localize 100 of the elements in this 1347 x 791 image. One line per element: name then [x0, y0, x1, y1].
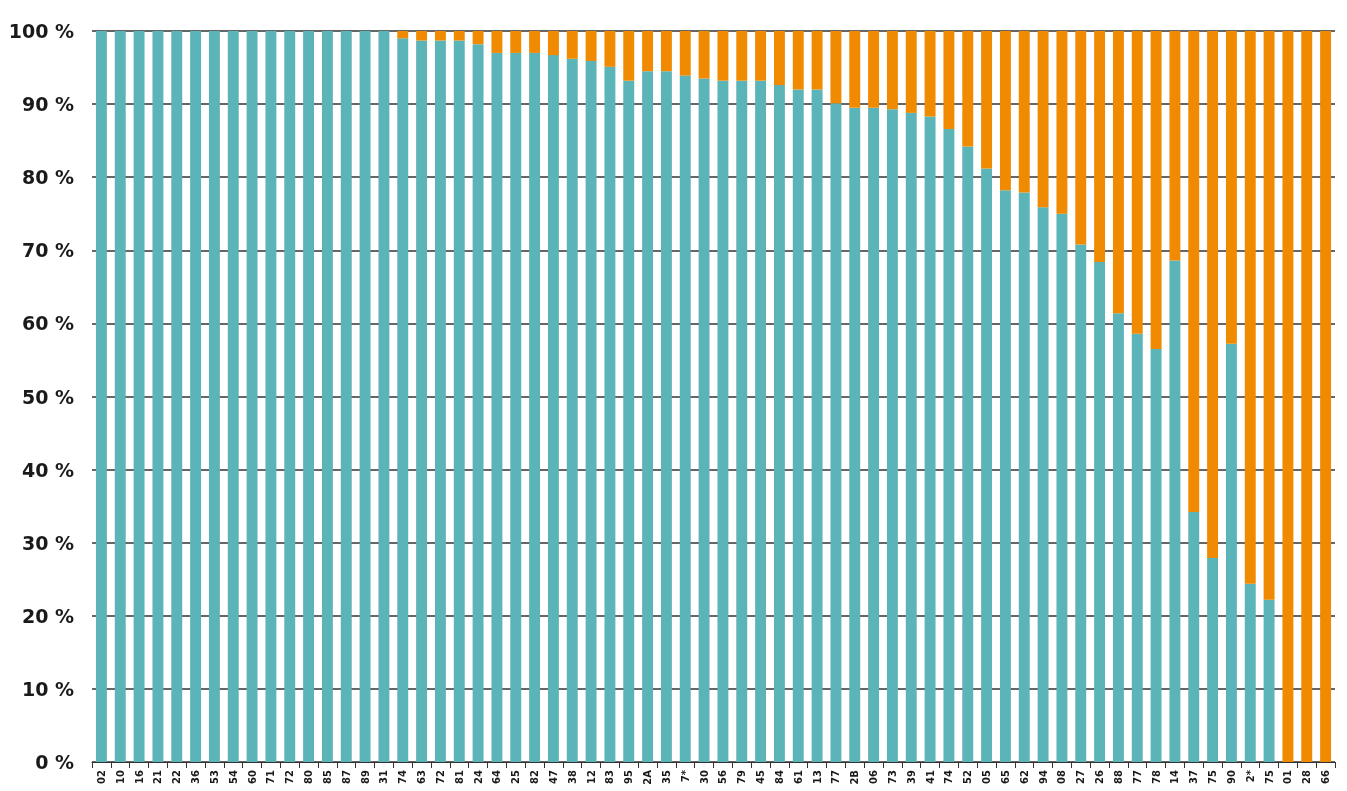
bar — [1131, 333, 1143, 762]
bar — [340, 31, 352, 762]
bar — [1244, 31, 1256, 584]
x-tick-label: 85 — [321, 769, 333, 784]
bar — [510, 52, 522, 762]
bar — [1244, 583, 1256, 762]
bar — [679, 31, 691, 76]
bar — [566, 31, 578, 59]
x-tick-label: 87 — [340, 769, 352, 784]
bar — [227, 31, 239, 762]
x-tick-label: 73 — [886, 769, 898, 784]
bar — [397, 38, 409, 762]
x-tick-label: 28 — [1301, 769, 1313, 784]
bar — [453, 31, 465, 41]
bar — [1282, 31, 1294, 762]
bar — [868, 107, 880, 762]
bar — [190, 31, 202, 762]
bar — [397, 31, 409, 39]
bar — [1018, 31, 1030, 193]
bar — [246, 31, 258, 762]
x-tick-label: 12 — [585, 769, 597, 784]
y-tick-label: 30 % — [21, 531, 74, 554]
bar — [642, 71, 654, 762]
bar — [171, 31, 183, 762]
x-tick-label: 13 — [811, 769, 823, 784]
x-tick-label: 64 — [491, 769, 503, 784]
x-tick-label: 05 — [981, 769, 993, 784]
bar — [1225, 343, 1237, 762]
y-tick-label: 40 % — [21, 458, 74, 481]
bar — [924, 116, 936, 762]
x-tick-label: 10 — [114, 769, 126, 784]
bar — [1094, 31, 1106, 262]
x-tick-label: 56 — [717, 769, 729, 784]
x-tick-label: 84 — [773, 769, 785, 784]
x-tick-label: 83 — [604, 769, 616, 784]
bar — [943, 31, 955, 129]
x-tick-label: 95 — [623, 769, 635, 784]
bar — [416, 31, 428, 41]
x-tick-label: 22 — [171, 769, 183, 784]
bar — [529, 52, 541, 762]
bar — [604, 66, 616, 762]
bar — [660, 71, 672, 762]
bar — [1169, 260, 1181, 762]
bar — [152, 31, 164, 762]
x-tick-label: 54 — [227, 769, 239, 784]
x-tick-label: 52 — [962, 769, 974, 784]
x-tick-label: 16 — [133, 769, 145, 784]
bar — [284, 31, 296, 762]
x-tick-label: 80 — [303, 769, 315, 784]
bar — [811, 89, 823, 762]
x-tick-label: 61 — [792, 769, 804, 784]
bar — [773, 31, 785, 86]
x-tick-label: 82 — [529, 769, 541, 784]
y-tick-label: 0 % — [35, 751, 74, 773]
bar — [1169, 31, 1181, 261]
bar — [303, 31, 315, 762]
y-tick-label: 60 % — [21, 312, 74, 335]
x-tick-label: 24 — [472, 769, 484, 784]
y-tick-label: 50 % — [21, 385, 74, 408]
bar — [585, 31, 597, 61]
bar — [1094, 262, 1106, 762]
bar — [472, 44, 484, 762]
bar — [642, 31, 654, 72]
x-tick-label: 37 — [1188, 769, 1200, 784]
x-tick-label: 38 — [566, 769, 578, 784]
x-tick-label: 60 — [246, 769, 258, 784]
x-tick-label: 45 — [755, 769, 767, 784]
bar — [868, 31, 880, 108]
bar — [849, 31, 861, 108]
bar — [886, 31, 898, 110]
bar — [529, 31, 541, 53]
bar — [1075, 31, 1087, 245]
bar — [1263, 31, 1275, 600]
bar — [905, 112, 917, 762]
x-tick-label: 71 — [265, 769, 277, 784]
bar — [566, 58, 578, 762]
bar — [792, 31, 804, 90]
x-tick-label: 2* — [1244, 769, 1256, 783]
bar — [943, 128, 955, 762]
bar — [698, 31, 710, 79]
y-tick-label: 100 % — [8, 20, 74, 42]
bar — [962, 31, 974, 147]
x-tick-label: 72 — [434, 769, 446, 784]
x-tick-label: 36 — [190, 769, 202, 784]
bar — [849, 107, 861, 762]
x-tick-label: 77 — [830, 769, 842, 784]
x-tick-label: 25 — [510, 769, 522, 784]
y-tick-label: 80 % — [21, 166, 74, 189]
bar — [1112, 31, 1124, 314]
bar — [547, 31, 559, 56]
x-tick-label: 75 — [1263, 769, 1275, 784]
x-tick-label: 41 — [924, 769, 936, 784]
x-tick-label: 26 — [1094, 769, 1106, 784]
bar — [736, 31, 748, 81]
bar — [1037, 207, 1049, 762]
x-tick-label: 31 — [378, 769, 390, 784]
x-tick-label: 27 — [1075, 769, 1087, 784]
bar — [1037, 31, 1049, 208]
bar — [981, 168, 993, 762]
y-tick-label: 10 % — [21, 677, 74, 700]
